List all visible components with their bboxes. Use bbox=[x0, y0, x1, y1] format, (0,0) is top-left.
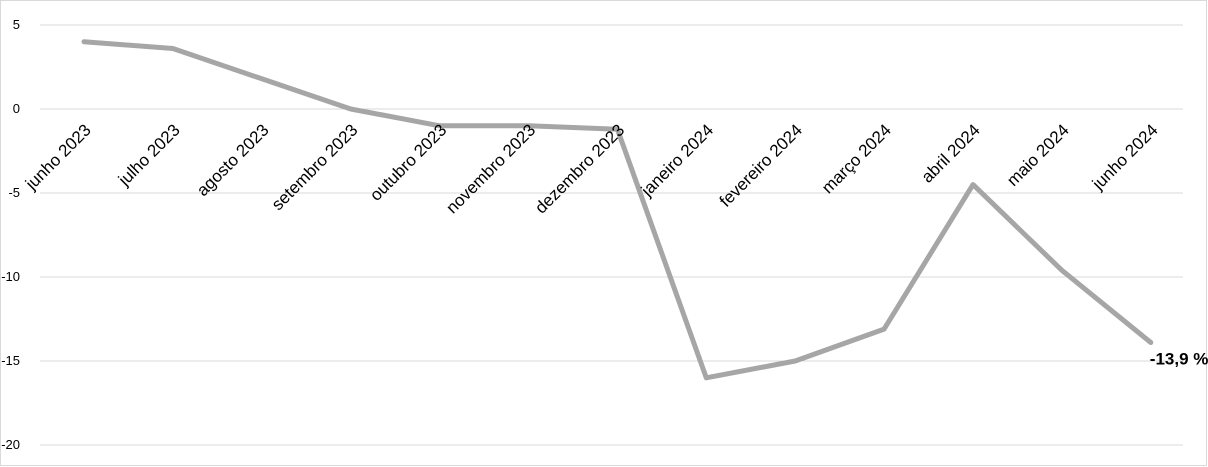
y-tick-label: -15 bbox=[1, 353, 20, 368]
y-tick-label: 5 bbox=[13, 17, 20, 32]
y-tick-label: 0 bbox=[13, 101, 20, 116]
y-tick-label: -10 bbox=[1, 269, 20, 284]
y-axis-ticks: 5 0 -5 -10 -15 -20 bbox=[1, 17, 20, 452]
annotations: -13,9 % bbox=[1150, 350, 1208, 369]
y-tick-label: -20 bbox=[1, 437, 20, 452]
series-line bbox=[81, 39, 1154, 381]
y-tick-label: -5 bbox=[8, 185, 20, 200]
gridlines bbox=[40, 24, 1183, 446]
series-layer bbox=[81, 39, 1154, 381]
data-label: -13,9 % bbox=[1150, 350, 1208, 369]
